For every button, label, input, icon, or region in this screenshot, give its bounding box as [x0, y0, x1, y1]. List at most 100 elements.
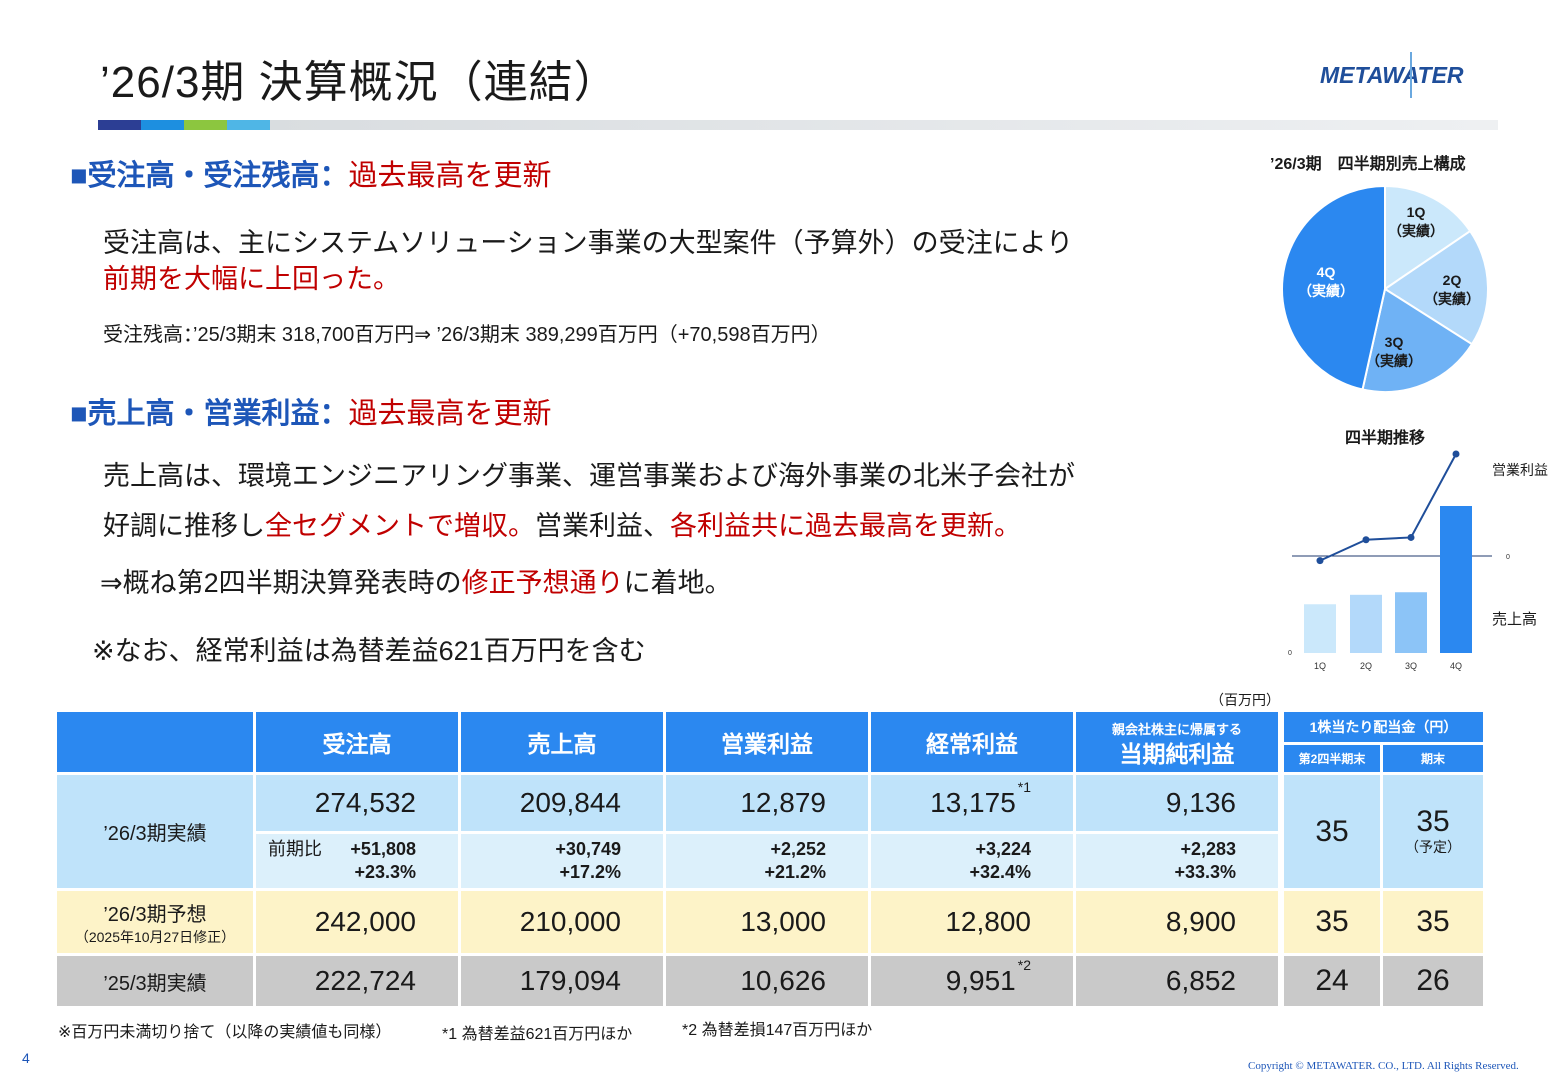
dividend-header-row: 1株当たり配当金（円）: [1284, 712, 1483, 742]
operating-profit-line: [1319, 453, 1457, 562]
footnote-ref-2: *2: [1017, 957, 1031, 973]
x-tick-label: 4Q: [1450, 661, 1462, 671]
pct-net-income: +33.3%: [1174, 862, 1236, 882]
legend-operating-profit: 営業利益: [1492, 462, 1548, 478]
pie-label-2q: 2Q （実績）: [1424, 271, 1480, 309]
section1-heading-blue: ■受注高・受注残高：: [70, 160, 349, 192]
dividend-sub-q2: 第2四半期末: [1284, 745, 1380, 772]
cell-fy26-sales: 209,844: [461, 775, 663, 831]
cell-diff-sales: +30,749 +17.2%: [461, 834, 663, 888]
cell-fy25-ordinary-profit: 9,951 *2: [871, 956, 1073, 1006]
pie-label-1q-q: 1Q: [1406, 204, 1426, 220]
dividend-fy25-yearend: 26: [1383, 956, 1483, 1006]
diff-prefix: 前期比: [268, 839, 322, 859]
dividend-fy26-q2: 35: [1284, 775, 1380, 888]
section2-line3-a: ⇒概ね第2四半期決算発表時の: [100, 568, 462, 598]
footnote-1: *1 為替差益621百万円ほか: [442, 1026, 633, 1043]
backlog-text: 受注残高：’25/3期末 318,700百万円⇒ ’26/3期末 389,299…: [103, 324, 831, 346]
header-operating-profit: 営業利益: [666, 712, 868, 772]
header-net-income-small: 親会社株主に帰属する: [1111, 722, 1242, 737]
cell-fy26-ordinary-profit: 13,175 *1: [871, 775, 1073, 831]
trend-chart-title: 四半期推移: [1345, 430, 1426, 447]
dividend-row: 35 35: [1284, 891, 1483, 953]
footnote-rounding: ※百万円未満切り捨て（以降の実績値も同様）: [58, 1024, 392, 1041]
header-net-income-main: 当期純利益: [1119, 741, 1235, 767]
row-label-fy26-forecast-main: ’26/3期予想: [103, 903, 207, 926]
pie-label-3q: 3Q （実績）: [1366, 333, 1422, 371]
table-header-row: 受注高 売上高 営業利益 経常利益 親会社株主に帰属する 当期純利益: [57, 712, 1278, 772]
footnote-2: *2 為替差損147百万円ほか: [682, 1022, 873, 1039]
rule-segment: [141, 120, 184, 130]
row-label-fy25-actual: ’25/3期実績: [57, 956, 253, 1006]
footnote-ref-1: *1: [1017, 779, 1031, 795]
header-sales: 売上高: [461, 712, 663, 772]
table-row: ’26/3期実績 274,532 209,844 12,879 13,175 *1…: [57, 775, 1278, 888]
section2-line3-b: 修正予想通り: [461, 568, 624, 598]
pie-label-4q-q: 4Q: [1316, 264, 1336, 280]
pie-label-1q-s: （実績）: [1388, 223, 1444, 239]
rule-segment: [227, 120, 270, 130]
section1-heading: ■受注高・受注残高：過去最高を更新: [70, 152, 552, 194]
pie-slice-1q: [1384, 184, 1472, 291]
section2-line2-c: 営業利益、: [535, 511, 670, 541]
pct-orders: +23.3%: [354, 862, 416, 882]
cell-fy25-orders: 222,724: [256, 956, 458, 1006]
diff-operating-profit: +2,252: [770, 839, 826, 859]
section2-line3: ⇒概ね第2四半期決算発表時の修正予想通りに着地。: [100, 564, 732, 602]
section2-heading-blue: ■売上高・営業利益：: [70, 398, 349, 430]
pie-label-1q: 1Q （実績）: [1388, 203, 1444, 241]
page-title: ’26/3期 決算概況（連結）: [100, 58, 619, 107]
section2-line1: 売上高は、環境エンジニアリング事業、運営事業および海外事業の北米子会社が: [103, 461, 1075, 491]
operating-profit-point-4q: [1452, 450, 1460, 458]
dividend-sub-yearend: 期末: [1383, 745, 1483, 772]
section2-heading-red: 過去最高を更新: [348, 398, 552, 430]
dividend-table: 1株当たり配当金（円） 第2四半期末 期末 35 35 （予定） 35 35 2…: [1281, 709, 1486, 1009]
cell-fy25-net-income: 6,852: [1076, 956, 1278, 1006]
rule-segment: [184, 120, 227, 130]
dividend-forecast-q2: 35: [1284, 891, 1380, 953]
pie-slice-2q: [1383, 229, 1489, 346]
pie-chart: [1281, 184, 1489, 393]
cell-diff-operating-profit: +2,252 +21.2%: [666, 834, 868, 888]
dividend-fy26-yearend: 35 （予定）: [1383, 775, 1483, 888]
cell-fy26-net-income: 9,136: [1076, 775, 1278, 831]
dividend-header: 1株当たり配当金（円）: [1284, 712, 1483, 742]
financial-table: 受注高 売上高 営業利益 経常利益 親会社株主に帰属する 当期純利益 ’26/3…: [54, 709, 1281, 1009]
page-number: 4: [22, 1050, 30, 1066]
company-logo: METAWATER: [1320, 62, 1464, 88]
table-row: ’25/3期実績 222,724 179,094 10,626 9,951 *2 …: [57, 956, 1278, 1006]
header-net-income: 親会社株主に帰属する 当期純利益: [1076, 712, 1278, 772]
pie-label-4q-s: （実績）: [1298, 283, 1354, 299]
section2-line2: 好調に推移し全セグメントで増収。営業利益、各利益共に過去最高を更新。: [103, 507, 1021, 545]
title-rule: [98, 120, 1498, 130]
cell-forecast-ordinary-profit: 12,800: [871, 891, 1073, 953]
operating-profit-point-1q: [1316, 557, 1324, 565]
section1-line2: 前期を大幅に上回った。: [103, 264, 400, 294]
table-row-diff: 前期比 +51,808 +23.3% +30,749 +17.2% +2,252 +…: [57, 834, 1278, 888]
dividend-row: 35 35 （予定）: [1284, 775, 1483, 888]
x-tick-label: 1Q: [1314, 661, 1326, 671]
pie-label-2q-s: （実績）: [1424, 291, 1480, 307]
diff-ordinary-profit: +3,224: [975, 839, 1031, 859]
pct-sales: +17.2%: [559, 862, 621, 882]
section1-heading-red: 過去最高を更新: [348, 160, 552, 192]
sales-bar-2q: [1350, 594, 1382, 653]
x-tick-label: 3Q: [1405, 661, 1417, 671]
sales-bar-4q: [1440, 506, 1472, 653]
operating-profit-point-2q: [1362, 536, 1370, 544]
diff-net-income: +2,283: [1180, 839, 1236, 859]
header-ordinary-profit: 経常利益: [871, 712, 1073, 772]
cell-diff-net-income: +2,283 +33.3%: [1076, 834, 1278, 888]
cell-fy26-orders: 274,532: [256, 775, 458, 831]
cell-fy26-ordinary-profit-value: 13,175: [930, 787, 1016, 818]
pie-label-2q-q: 2Q: [1442, 272, 1462, 288]
operating-profit-point-3q: [1407, 533, 1415, 541]
cell-fy25-ordinary-profit-value: 9,951: [945, 965, 1016, 996]
header-orders: 受注高: [256, 712, 458, 772]
table-unit: （百万円）: [1210, 692, 1280, 708]
sales-bar-1q: [1304, 604, 1336, 653]
cell-forecast-operating-profit: 13,000: [666, 891, 868, 953]
section1-line1: 受注高は、主にシステムソリューション事業の大型案件（予算外）の受注により: [103, 228, 1074, 258]
row-label-fy26-forecast: ’26/3期予想 （2025年10月27日修正）: [57, 891, 253, 953]
trend-chart: 1Q 2Q 3Q 4Q 0 0: [1288, 450, 1510, 671]
